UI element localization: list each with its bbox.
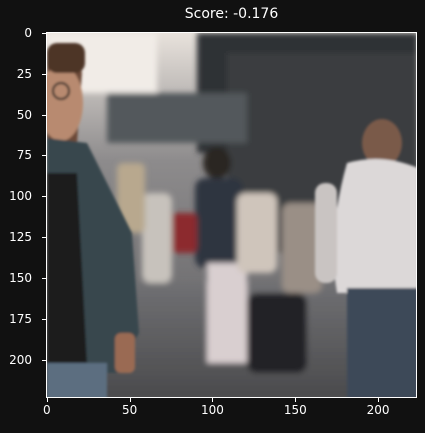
image-plot — [46, 32, 417, 398]
y-tick-label: 50 — [16, 107, 32, 122]
x-tick-mark — [46, 398, 48, 402]
y-tick-label: 150 — [9, 270, 32, 285]
y-tick-mark — [42, 196, 46, 198]
y-tick-label: 175 — [9, 311, 32, 326]
y-tick-mark — [42, 114, 46, 116]
x-tick-mark — [129, 398, 131, 402]
y-tick-label: 0 — [24, 25, 32, 40]
x-tick-mark — [212, 398, 214, 402]
x-tick-mark — [295, 398, 297, 402]
y-tick-label: 75 — [16, 148, 32, 163]
y-tick-mark — [42, 359, 46, 361]
y-tick-mark — [42, 318, 46, 320]
x-tick-label: 150 — [283, 403, 307, 417]
y-tick-label: 25 — [16, 66, 32, 81]
y-tick-mark — [42, 277, 46, 279]
y-tick-label: 100 — [9, 189, 32, 204]
x-tick-label: 50 — [122, 403, 138, 417]
y-tick-label: 200 — [9, 352, 32, 367]
x-tick-label: 0 — [43, 403, 51, 417]
y-tick-mark — [42, 32, 46, 34]
street-scene-photo — [47, 33, 416, 397]
x-tick-label: 200 — [366, 403, 390, 417]
y-tick-mark — [42, 155, 46, 157]
x-tick-mark — [378, 398, 380, 402]
x-tick-label: 100 — [201, 403, 224, 417]
figure-title: Score: -0.176 — [184, 6, 279, 22]
y-tick-mark — [42, 73, 46, 75]
y-tick-mark — [42, 237, 46, 239]
y-tick-label: 125 — [9, 230, 32, 245]
